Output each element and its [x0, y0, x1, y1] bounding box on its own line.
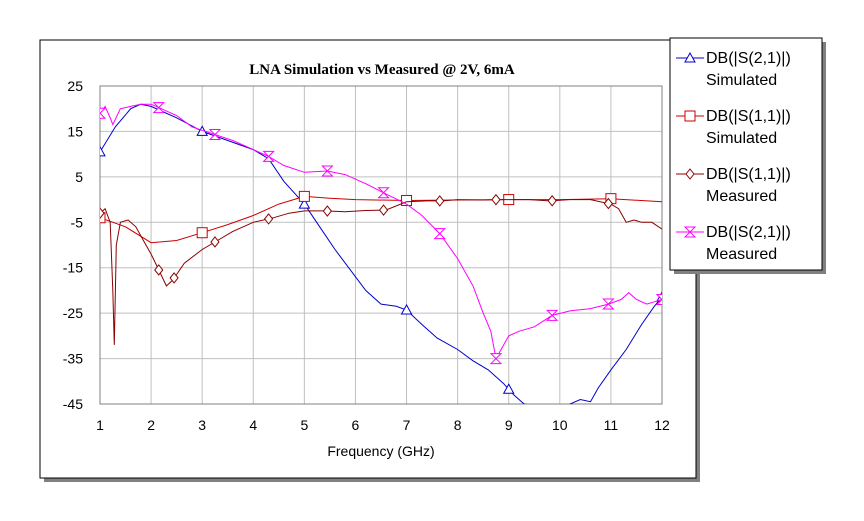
legend-marker: [684, 51, 696, 63]
series-3-marker: [602, 298, 615, 310]
series-3-marker: [489, 353, 503, 365]
series-3-marker: [655, 294, 662, 306]
legend-label: DB(|S(2,1)|): [706, 224, 791, 241]
series-3-marker: [100, 107, 107, 119]
series-1-marker: [196, 227, 208, 239]
x-tick-label: 9: [505, 417, 513, 433]
series-2-marker: [210, 236, 220, 248]
grid: [100, 86, 662, 404]
legend-item-0: DB(|S(2,1)|) Simulated: [676, 50, 791, 89]
series-2-marker: [169, 272, 179, 284]
y-tick-label: 5: [75, 169, 83, 185]
y-tick-label: -45: [63, 396, 83, 412]
series-3-marker: [321, 165, 334, 177]
series-group: [100, 102, 662, 404]
series-0-marker: [400, 303, 413, 315]
legend-item-3: DB(|S(2,1)|) Measured: [676, 224, 791, 263]
x-axis-title: Frequency (GHz): [327, 443, 434, 459]
series-3-marker: [377, 187, 390, 199]
x-tick-label: 7: [403, 417, 411, 433]
x-tick-label: 11: [604, 417, 619, 433]
series-0-marker: [502, 383, 515, 394]
x-tick-label: 8: [454, 417, 462, 433]
legend-label: DB(|S(1,1)|): [706, 166, 791, 183]
x-tick-label: 4: [249, 417, 257, 433]
legend-label: DB(|S(2,1)|): [706, 50, 791, 67]
series-line-0: [100, 103, 662, 404]
legend-marker: [684, 110, 696, 122]
series-0-marker: [100, 145, 106, 157]
y-tick-label: 25: [67, 78, 83, 94]
series-2-marker: [100, 207, 105, 220]
legend-label: DB(|S(1,1)|): [706, 108, 791, 125]
y-tick-label: -15: [63, 260, 83, 276]
series-line-2: [100, 199, 662, 345]
legend-sublabel: Measured: [706, 246, 777, 263]
series-2-marker: [263, 213, 274, 225]
legend-box: [669, 37, 823, 271]
series-3-marker: [208, 129, 222, 141]
series-2-marker: [547, 194, 557, 207]
series-3-marker: [262, 150, 275, 162]
x-tick-label: 3: [198, 417, 206, 433]
series-line-3: [100, 103, 662, 361]
x-tick-label: 6: [352, 417, 360, 433]
plot-area: [99, 85, 663, 405]
chart-title: LNA Simulation vs Measured @ 2V, 6mA: [249, 62, 515, 78]
chart-frame: [39, 39, 697, 479]
series-2-marker: [322, 205, 332, 217]
legend-sublabel: Simulated: [706, 130, 777, 147]
series-3-marker: [545, 309, 559, 321]
x-tick-label: 1: [96, 417, 104, 433]
legend: DB(|S(2,1)|) Simulated DB(|S(1,1)|) Simulat…: [676, 50, 791, 263]
series-1-marker: [298, 190, 310, 202]
series-2-marker: [154, 264, 164, 276]
series-2-marker: [435, 195, 445, 207]
legend-sublabel: Simulated: [706, 72, 777, 89]
series-2-marker: [491, 193, 501, 206]
series-0-marker: [298, 198, 311, 209]
legend-marker: [685, 168, 695, 180]
y-tick-label: 15: [67, 123, 83, 139]
series-1-marker: [100, 212, 106, 224]
series-3-marker: [152, 102, 165, 114]
x-tick-label: 2: [147, 417, 155, 433]
series-2-marker: [378, 204, 389, 216]
legend-item-1: DB(|S(1,1)|) Simulated: [676, 108, 791, 147]
x-tick-label: 10: [552, 417, 568, 433]
legend-marker: [683, 226, 697, 238]
legend-item-2: DB(|S(1,1)|) Measured: [676, 166, 791, 205]
y-tick-label: -5: [71, 214, 84, 230]
legend-sublabel: Measured: [706, 188, 777, 205]
x-tick-label: 12: [654, 417, 670, 433]
series-3-marker: [433, 228, 446, 240]
x-tick-label: 5: [300, 417, 308, 433]
series-1-marker: [401, 194, 413, 206]
series-2-marker: [603, 197, 613, 210]
y-tick-label: -25: [63, 305, 83, 321]
y-tick-label: -35: [63, 351, 83, 367]
